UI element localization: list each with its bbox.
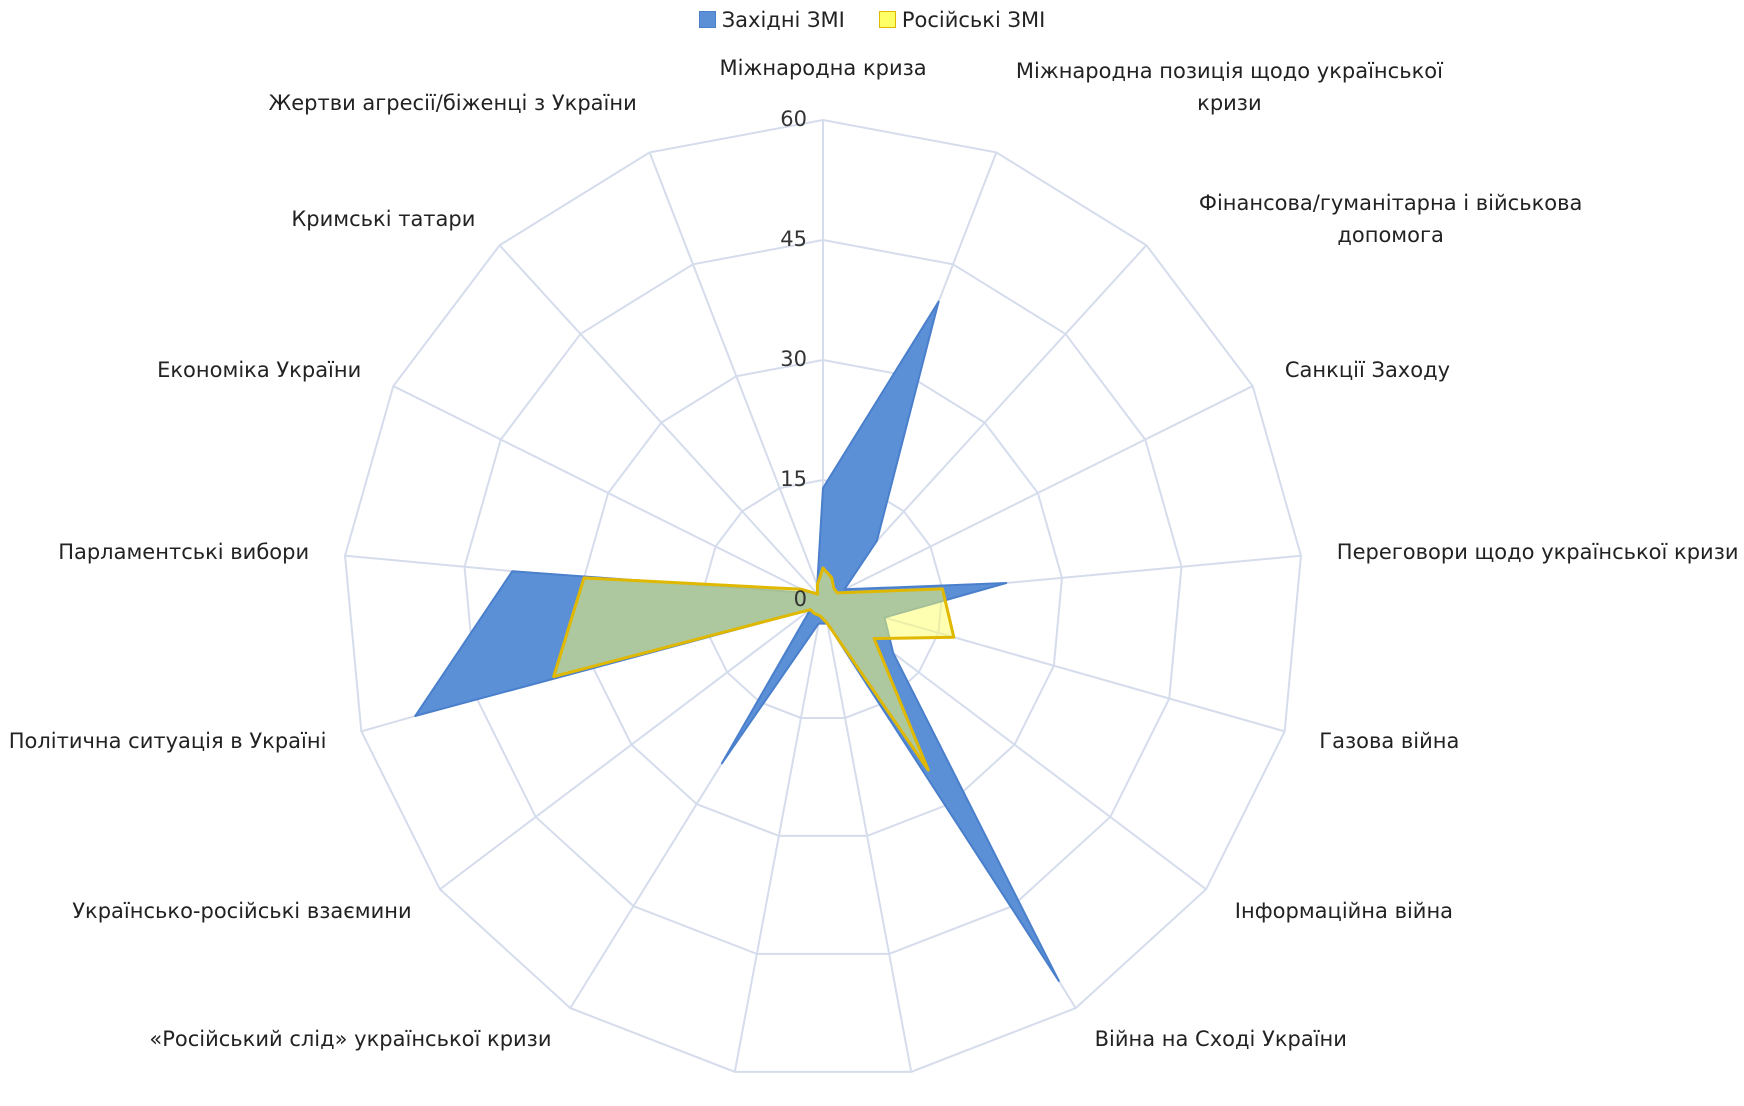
spoke [822, 599, 913, 1073]
spoke [822, 385, 1254, 601]
category-label: Українсько-російські взаємини [72, 898, 412, 923]
grid-ring [463, 238, 1183, 955]
category-label: Кримські татари [291, 206, 476, 231]
category-label: Війна на Сході України [1094, 1026, 1347, 1051]
legend: Західні ЗМІ Російські ЗМІ [0, 8, 1744, 32]
spoke [392, 385, 824, 601]
category-label: Інформаційна війна [1234, 898, 1454, 923]
legend-item: Російські ЗМІ [878, 8, 1046, 32]
spoke [648, 152, 824, 601]
category-label: Економіка України [157, 357, 362, 382]
category-label: Жертви агресії/біженці з України [268, 90, 637, 115]
series-area [414, 300, 1060, 982]
r-tick-label: 45 [780, 227, 807, 251]
category-label: Парламентські вибори [58, 540, 310, 565]
series-area [552, 566, 956, 772]
category-label: Санкції Заходу [1284, 357, 1451, 382]
category-label: Політична ситуація в Україні [8, 729, 327, 754]
r-tick-label: 60 [780, 107, 807, 131]
legend-swatch [878, 11, 896, 28]
legend-swatch [698, 11, 716, 28]
spoke [498, 244, 824, 601]
category-label: Переговори щодо української кризи [1336, 540, 1739, 565]
legend-label: Російські ЗМІ [901, 8, 1046, 32]
category-label: Міжнародна позиція щодо української криз… [1015, 58, 1443, 115]
category-label: «Російський слід» української кризи [149, 1026, 552, 1051]
category-label: Фінансова/гуманітарна і військова допомо… [1198, 190, 1583, 247]
grid-ring [702, 478, 944, 719]
r-tick-label: 0 [794, 587, 807, 611]
category-label: Міжнародна криза [719, 56, 927, 80]
r-tick-label: 30 [780, 347, 807, 371]
spoke [733, 599, 824, 1073]
grid-ring [344, 118, 1302, 1073]
legend-label: Західні ЗМІ [721, 8, 845, 32]
grid-ring [583, 358, 1063, 837]
r-tick-label: 15 [780, 467, 807, 491]
spoke [439, 599, 824, 891]
legend-item: Західні ЗМІ [698, 8, 845, 32]
category-label: Газова війна [1319, 729, 1460, 754]
